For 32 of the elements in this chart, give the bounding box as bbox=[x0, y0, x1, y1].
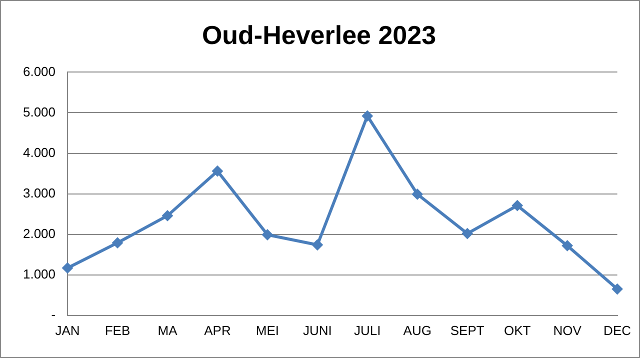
x-tick-label: NOV bbox=[553, 322, 582, 338]
x-tick-label: JUNI bbox=[302, 322, 332, 338]
x-tick-label: JAN bbox=[55, 322, 80, 338]
y-tick-label: 4.000 bbox=[22, 144, 56, 160]
x-tick-label: MEI bbox=[256, 322, 279, 338]
x-tick-label: DEC bbox=[604, 322, 632, 338]
point bbox=[262, 229, 273, 240]
y-tick-label: 1.000 bbox=[22, 266, 56, 282]
x-tick-label: MA bbox=[158, 322, 178, 338]
x-tick-label: OKT bbox=[504, 322, 531, 338]
point bbox=[212, 166, 223, 177]
y-tick-label: 6.000 bbox=[22, 64, 56, 79]
x-tick-label: APR bbox=[204, 322, 231, 338]
point bbox=[62, 262, 74, 274]
x-tick-label: JULI bbox=[354, 322, 381, 338]
point bbox=[112, 237, 124, 248]
x-tick-label: AUG bbox=[403, 322, 432, 338]
point bbox=[362, 110, 373, 122]
chart-title: Oud-Heverlee 2023 bbox=[202, 20, 436, 50]
point bbox=[562, 240, 573, 252]
x-tick-label: FEB bbox=[104, 322, 130, 338]
y-tick-label: - bbox=[51, 306, 56, 322]
point bbox=[512, 200, 523, 212]
y-tick-label: 3.000 bbox=[22, 185, 56, 200]
y-tick-label: 5.000 bbox=[22, 104, 56, 120]
point bbox=[612, 284, 623, 295]
point bbox=[162, 210, 173, 222]
point bbox=[462, 228, 473, 240]
y-tick-label: 2.000 bbox=[22, 226, 56, 241]
point bbox=[412, 188, 423, 200]
x-tick-label: SEPT bbox=[450, 322, 484, 338]
point bbox=[312, 239, 323, 250]
